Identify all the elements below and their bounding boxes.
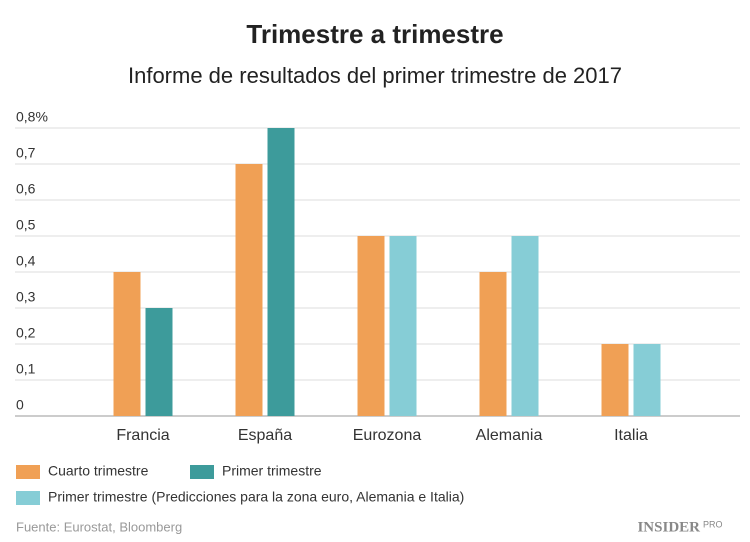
legend-swatch [16,465,40,479]
bar [145,308,173,416]
y-tick-label: 0,5 [16,217,36,233]
bar [267,128,295,416]
x-tick-label: Francia [116,427,169,444]
bar [601,344,629,416]
y-tick-label: 0,6 [16,181,36,197]
y-tick-label: 0,3 [16,289,36,305]
bar [633,344,661,416]
bar [479,272,507,416]
bar [235,164,263,416]
chart-title: Trimestre a trimestre [246,19,503,49]
y-tick-label: 0,1 [16,361,36,377]
bar [511,236,539,416]
source: Fuente: Eurostat, Bloomberg [16,519,182,534]
x-tick-label: Italia [614,427,648,444]
y-tick-label: 0 [16,397,24,413]
y-tick-label: 0,4 [16,253,36,269]
legend-label: Primer trimestre [222,463,322,479]
bar [113,272,141,416]
chart-subtitle: Informe de resultados del primer trimest… [128,63,622,88]
bar [357,236,385,416]
x-tick-label: Eurozona [353,427,422,444]
x-tick-label: España [238,427,292,444]
logo: INSIDER [637,519,700,535]
x-tick-label: Alemania [476,427,543,444]
legend-swatch [190,465,214,479]
bar [389,236,417,416]
y-tick-label: 0,8% [16,109,48,125]
legend-label: Primer trimestre (Predicciones para la z… [48,489,464,505]
logo-sub: PRO [703,519,723,529]
legend-label: Cuarto trimestre [48,463,149,479]
legend-swatch [16,491,40,505]
y-tick-label: 0,2 [16,325,36,341]
y-tick-label: 0,7 [16,145,36,161]
